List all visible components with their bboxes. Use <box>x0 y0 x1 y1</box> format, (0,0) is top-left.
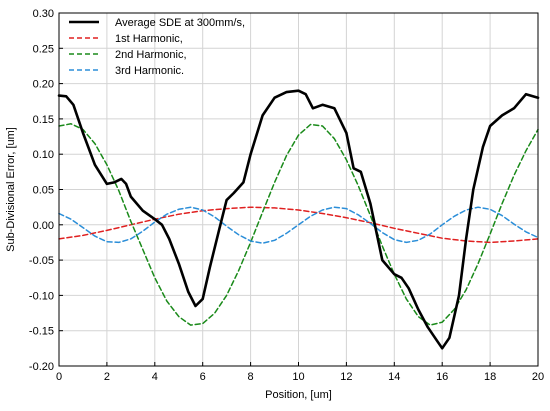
series-line-4 <box>58 206 539 244</box>
x-axis-ticks: 0 2 4 6 8 10 12 14 16 18 20 <box>56 362 544 383</box>
series-line-1 <box>57 89 540 350</box>
legend: Average SDE at 300mm/s, 1st Harmonic, 2nd … <box>69 17 245 77</box>
y-tick-label: 0.30 <box>33 8 54 20</box>
legend-label-4: 3rd Harmonic. <box>115 65 184 77</box>
legend-label-3: 2nd Harmonic, <box>115 49 187 61</box>
x-tick-label: 6 <box>200 371 206 383</box>
y-tick-label: -0.10 <box>29 290 54 302</box>
x-tick-label: 18 <box>484 371 496 383</box>
y-tick-label: 0.10 <box>33 149 54 161</box>
x-tick-label: 14 <box>388 371 400 383</box>
x-tick-label: 12 <box>340 371 352 383</box>
series-line-2 <box>58 206 539 244</box>
x-tick-label: 8 <box>248 371 254 383</box>
x-tick-label: 4 <box>152 371 158 383</box>
y-axis-title: Sub-Divisional Error, [um] <box>5 127 17 252</box>
y-tick-label: 0.15 <box>33 114 54 126</box>
x-tick-label: 20 <box>532 371 544 383</box>
y-tick-label: 0.25 <box>33 43 54 55</box>
y-tick-label: 0.05 <box>33 185 54 197</box>
series-group <box>57 89 540 350</box>
x-axis-title: Position, [um] <box>265 389 332 401</box>
y-tick-label: 0.00 <box>33 220 54 232</box>
y-tick-label: 0.20 <box>33 79 54 91</box>
y-axis-ticks: 0.30 0.25 0.20 0.15 0.10 0.05 0.00 -0.05 -0.10 -0… <box>29 8 63 373</box>
legend-label-1: Average SDE at 300mm/s, <box>115 17 245 29</box>
y-tick-label: -0.20 <box>29 361 54 373</box>
x-tick-label: 2 <box>104 371 110 383</box>
legend-label-2: 1st Harmonic, <box>115 33 183 45</box>
x-tick-label: 0 <box>56 371 62 383</box>
y-tick-label: -0.05 <box>29 255 54 267</box>
x-tick-label: 10 <box>292 371 304 383</box>
x-tick-label: 16 <box>436 371 448 383</box>
y-tick-label: -0.15 <box>29 326 54 338</box>
